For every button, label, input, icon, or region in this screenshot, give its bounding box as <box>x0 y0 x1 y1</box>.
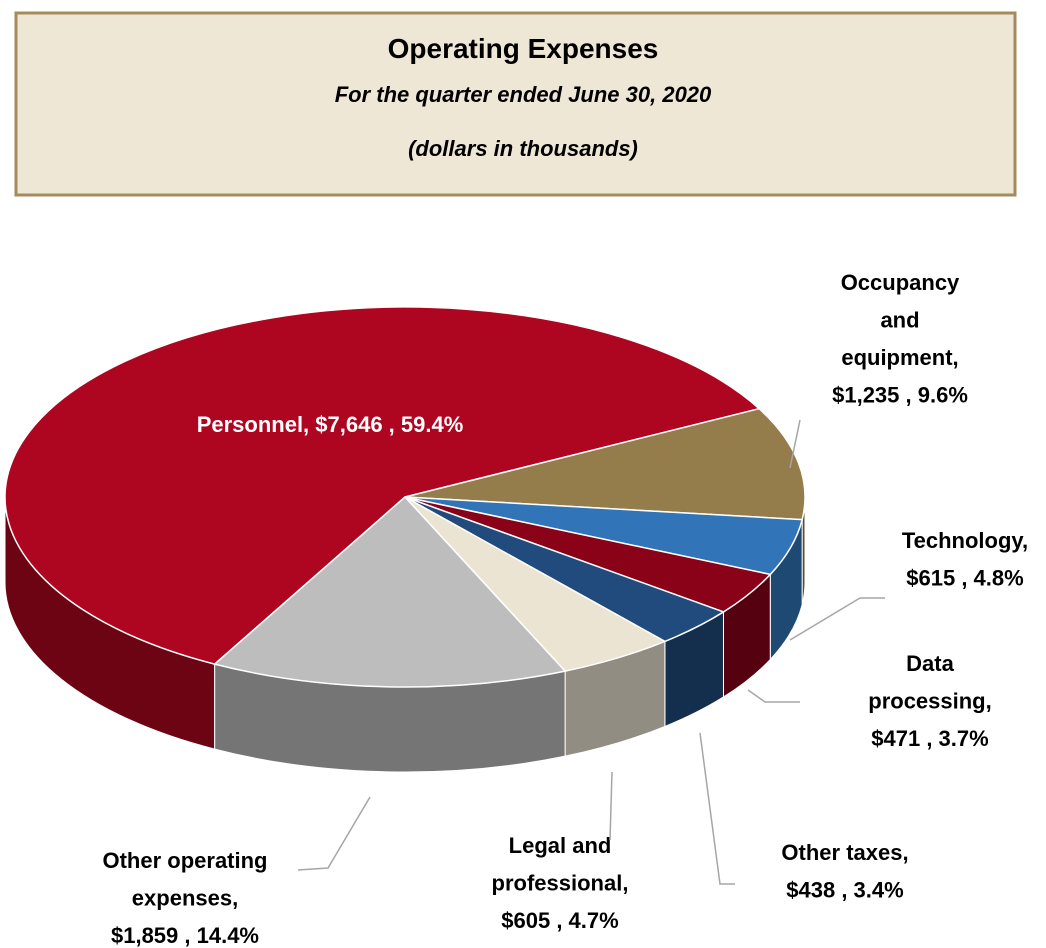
data-label: $605 , 4.7% <box>501 908 618 933</box>
slice <box>404 407 806 521</box>
data-label: professional, <box>492 871 629 896</box>
data-label: equipment, <box>841 345 958 370</box>
title-box <box>14 11 1017 197</box>
data-label: expenses, <box>132 886 238 911</box>
data-labels: Personnel, $7,646 , 59.4% Occupancy and equ… <box>102 270 1028 948</box>
data-label: Occupancy <box>841 270 960 295</box>
chart-note: (dollars in thousands) <box>408 136 638 161</box>
slice <box>4 306 761 665</box>
pie-tops <box>4 306 806 688</box>
chart-subtitle: For the quarter ended June 30, 2020 <box>335 82 712 107</box>
data-label: Legal and <box>509 833 612 858</box>
data-label: and <box>880 308 919 333</box>
leader-line <box>609 771 613 841</box>
leader-line <box>789 597 885 641</box>
leader-line <box>789 419 801 469</box>
leader-line <box>747 689 800 703</box>
data-label: Technology, <box>902 528 1028 553</box>
data-label: $1,235 , 9.6% <box>832 383 968 408</box>
data-label: $438 , 3.4% <box>786 878 903 903</box>
data-label: $615 , 4.8% <box>906 566 1023 591</box>
leader-line <box>297 796 371 871</box>
data-label: $1,859 , 14.4% <box>111 923 259 948</box>
slice <box>213 495 567 688</box>
data-label: processing, <box>868 689 991 714</box>
data-label: Other operating <box>102 848 267 873</box>
data-label: $471 , 3.7% <box>871 726 988 751</box>
data-label: Personnel, $7,646 , 59.4% <box>197 412 464 437</box>
data-label: Other taxes, <box>781 840 908 865</box>
leader-line <box>699 732 735 885</box>
chart-title: Operating Expenses <box>388 33 659 64</box>
data-label: Data <box>906 651 954 676</box>
